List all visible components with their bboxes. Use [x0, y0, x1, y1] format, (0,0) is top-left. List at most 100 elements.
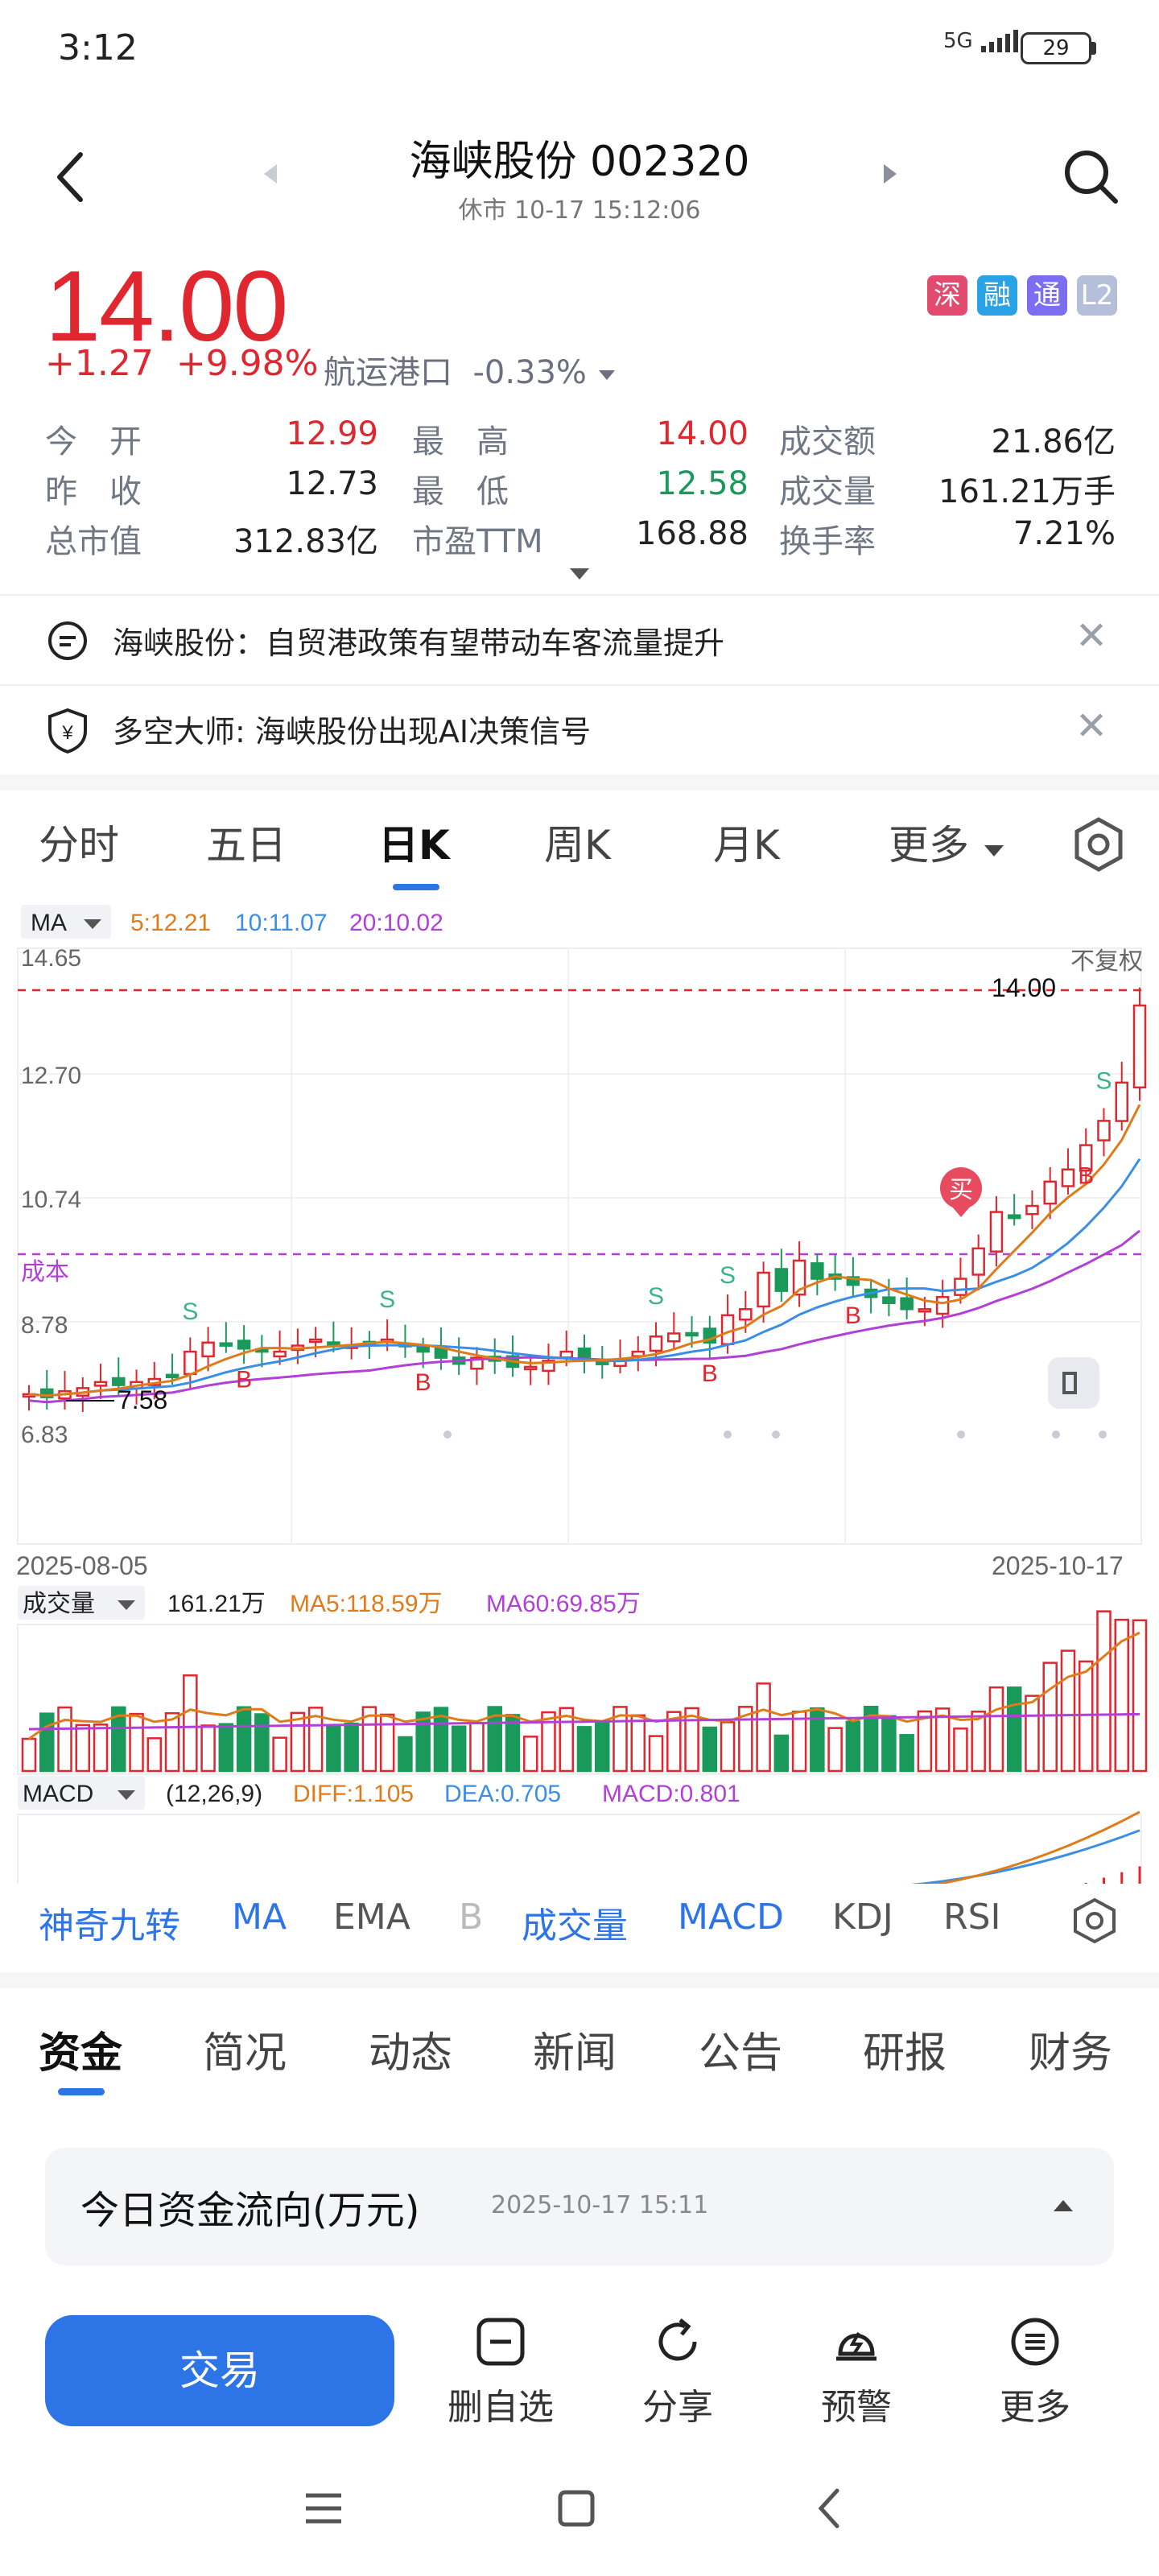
stat-label-pe: 市盈TTM: [412, 523, 543, 560]
active-tab-indicator: [58, 2088, 105, 2095]
volume-bar: [415, 1711, 431, 1773]
news-row[interactable]: 海峡股份：自贸港政策有望带动车客流量提升 ✕: [0, 596, 1159, 684]
volume-bar: [93, 1724, 109, 1773]
macd-selector[interactable]: MACD: [23, 1781, 93, 1807]
volume-bar: [971, 1710, 986, 1773]
macd-selector-bg: [18, 1776, 145, 1810]
news-row[interactable]: ¥ 多空大师: 海峡股份出现AI决策信号 ✕: [0, 686, 1159, 774]
stat-label-amount: 成交额: [779, 423, 876, 460]
news-text: 海峡股份：自贸港政策有望带动车客流量提升: [113, 625, 725, 661]
share-icon: [658, 2318, 697, 2361]
close-icon[interactable]: ✕: [1075, 613, 1108, 658]
expand-stats-button[interactable]: [568, 567, 591, 586]
industry-link[interactable]: 航运港口 -0.33%: [324, 346, 617, 393]
volume-bar: [200, 1724, 216, 1773]
candle-body: [1097, 1120, 1111, 1141]
home-nav-icon[interactable]: [552, 2484, 600, 2533]
kline-chart[interactable]: MA 5:12.21 10:11.07 20:10.02 14.65 12.70…: [0, 902, 1159, 1884]
tab-weekly-k[interactable]: 周K: [544, 822, 611, 869]
divider: [0, 594, 1159, 596]
x-start-date: 2025-08-05: [16, 1551, 148, 1580]
alert-label: 预警: [821, 2387, 892, 2428]
candle-body: [954, 1278, 967, 1296]
tab-five-day[interactable]: 五日: [206, 822, 287, 869]
share-button[interactable]: 分享: [605, 2314, 750, 2429]
volume-bar: [899, 1734, 914, 1773]
more-icon: [1011, 2318, 1059, 2366]
buy-marker[interactable]: [940, 1167, 982, 1209]
search-button[interactable]: [1059, 145, 1124, 213]
volume-bar: [720, 1721, 736, 1773]
indicator-tab-volume[interactable]: 成交量: [522, 1905, 628, 1946]
volume-selector[interactable]: 成交量: [23, 1591, 95, 1617]
tab-daily-k[interactable]: 日K: [378, 822, 450, 869]
volume-bar: [702, 1726, 718, 1773]
chart-settings-button[interactable]: [1070, 816, 1127, 876]
remove-watchlist-button[interactable]: 删自选: [428, 2314, 573, 2429]
back-nav-icon[interactable]: [806, 2484, 855, 2533]
candle-body: [112, 1377, 126, 1386]
alert-button[interactable]: 预警: [784, 2314, 929, 2429]
next-stock-button[interactable]: [879, 158, 903, 193]
indicator-tab-boll[interactable]: B: [459, 1897, 484, 1938]
volume-bar: [344, 1722, 359, 1773]
section-gap: [0, 1972, 1159, 1988]
signal-bars-icon: [980, 29, 1018, 52]
ma-selector[interactable]: MA: [31, 910, 67, 936]
fund-flow-title: 今日资金流向(万元): [80, 2188, 420, 2233]
volume-bar: [559, 1707, 574, 1773]
caret-up-icon[interactable]: [1051, 2198, 1075, 2214]
more-button[interactable]: 更多: [963, 2314, 1107, 2429]
tab-dynamics[interactable]: 动态: [369, 2029, 453, 2078]
volume-bar: [290, 1711, 306, 1773]
svg-text:¥: ¥: [61, 722, 73, 744]
tab-research[interactable]: 研报: [863, 2029, 947, 2078]
trade-button[interactable]: 交易: [45, 2315, 394, 2426]
volume-bar: [21, 1737, 37, 1773]
x-end-date: 2025-10-17: [992, 1551, 1124, 1580]
candle-body: [739, 1308, 753, 1321]
candle-body: [40, 1388, 54, 1398]
tab-profile[interactable]: 简况: [203, 2029, 287, 2078]
tab-news[interactable]: 新闻: [533, 2029, 617, 2078]
badge-tong: 通: [1027, 275, 1067, 316]
indicator-tab-ema[interactable]: EMA: [333, 1897, 410, 1938]
back-button[interactable]: [48, 145, 97, 209]
volume-bar: [630, 1714, 646, 1773]
close-icon[interactable]: ✕: [1075, 704, 1108, 749]
menu-nav-icon[interactable]: [299, 2484, 348, 2533]
fund-flow-card[interactable]: 今日资金流向(万元) 2025-10-17 15:11: [45, 2148, 1114, 2265]
ma-selector-bg: [21, 905, 111, 939]
candle-body: [577, 1347, 592, 1359]
tab-finance[interactable]: 财务: [1029, 2029, 1113, 2078]
candle-body: [1025, 1204, 1039, 1216]
indicator-tab-td9[interactable]: 神奇九转: [39, 1905, 180, 1946]
adjust-mode[interactable]: 不复权: [1070, 948, 1143, 975]
stat-value-market-cap: 312.83亿: [233, 523, 378, 560]
section-gap: [0, 774, 1159, 791]
volume-ma60-line: [28, 1712, 1140, 1731]
volume-ma60: MA60:69.85万: [486, 1591, 641, 1617]
indicator-settings-button[interactable]: [1070, 1897, 1119, 1948]
status-time: 3:12: [58, 27, 138, 68]
indicator-tab-rsi[interactable]: RSI: [943, 1897, 1001, 1938]
tab-monthly-k[interactable]: 月K: [713, 822, 780, 869]
tab-more[interactable]: 更多: [889, 813, 1006, 871]
indicator-tab-macd[interactable]: MACD: [678, 1897, 784, 1938]
tab-fund[interactable]: 资金: [39, 2029, 123, 2078]
indicator-tab-kdj[interactable]: KDJ: [832, 1897, 893, 1938]
page-title: 海峡股份 002320: [409, 138, 750, 186]
market-status: 休市 10-17 15:12:06: [458, 196, 701, 225]
prev-stock-button[interactable]: [258, 158, 282, 193]
volume-bar: [648, 1735, 664, 1773]
change-percent: +9.98%: [175, 343, 319, 384]
tab-intraday[interactable]: 分时: [39, 822, 119, 869]
tab-announcements[interactable]: 公告: [699, 2029, 783, 2078]
volume-bar: [254, 1713, 270, 1773]
y-tick: 12.70: [21, 1063, 81, 1089]
indicator-tab-ma[interactable]: MA: [232, 1897, 287, 1938]
candle-body: [757, 1271, 770, 1308]
chat-icon: [48, 621, 87, 660]
candle-body: [273, 1350, 287, 1358]
triangle-left-icon: [264, 164, 277, 184]
